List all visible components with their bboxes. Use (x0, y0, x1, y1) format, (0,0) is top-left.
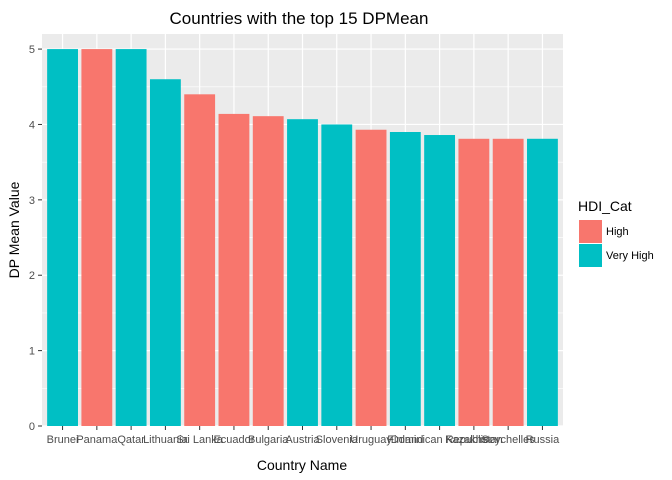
x-tick-label: Qatar (117, 434, 145, 446)
x-tick-label: Dominican Republic (391, 434, 489, 446)
y-tick-label: 0 (29, 421, 35, 433)
y-tick-label: 3 (29, 195, 35, 207)
y-axis: 0 1 2 3 4 5 (29, 44, 42, 433)
x-tick-label: Austria (285, 434, 320, 446)
x-tick-label: Ecuador (213, 434, 254, 446)
y-tick-label: 1 (29, 346, 35, 358)
x-tick-label: Kazakhstan (445, 434, 502, 446)
legend-key-very-high (579, 244, 602, 267)
bar-uruguay (355, 129, 387, 426)
legend-label: High (606, 226, 629, 238)
x-tick-label: Sri Lanka (176, 434, 223, 446)
legend: HDI_Cat High Very High (578, 198, 654, 267)
bar-russia (527, 138, 558, 427)
x-tick-label: Panama (76, 434, 118, 446)
chart-title: Countries with the top 15 DPMean (170, 9, 429, 28)
bar-slovenia (321, 124, 353, 426)
x-tick-label: Brunei (47, 434, 79, 446)
bar-qatar (115, 49, 147, 426)
y-tick-label: 2 (29, 270, 35, 282)
legend-label: Very High (606, 250, 654, 262)
y-axis-title: DP Mean Value (6, 181, 22, 278)
bar-brunei (47, 49, 78, 426)
bar-kazakhstan (458, 138, 490, 427)
y-tick-label: 5 (29, 44, 35, 56)
bar-seychelles (492, 138, 524, 427)
bar-ecuador (218, 113, 250, 427)
legend-key-high (579, 220, 602, 243)
x-tick-label: Finland (387, 434, 423, 446)
x-tick-label: Seychelles (482, 434, 536, 446)
bar-austria (287, 119, 318, 426)
bar-dominican-republic (424, 135, 456, 426)
bar-finland (389, 132, 421, 426)
x-tick-label: Lithuania (143, 434, 189, 446)
x-tick-label: Russia (526, 434, 561, 446)
bar-sri-lanka (184, 94, 216, 427)
x-axis-title: Country Name (257, 457, 347, 473)
y-tick-label: 4 (29, 119, 35, 131)
x-tick-label: Bulgaria (248, 434, 289, 446)
bar-bulgaria (252, 116, 284, 427)
x-tick-label: Uruguay (350, 434, 392, 446)
bar-lithuania (149, 79, 181, 426)
legend-title: HDI_Cat (578, 198, 632, 214)
bars (47, 49, 558, 427)
x-tick-label: Slovenia (316, 434, 359, 446)
bar-panama (81, 49, 113, 426)
